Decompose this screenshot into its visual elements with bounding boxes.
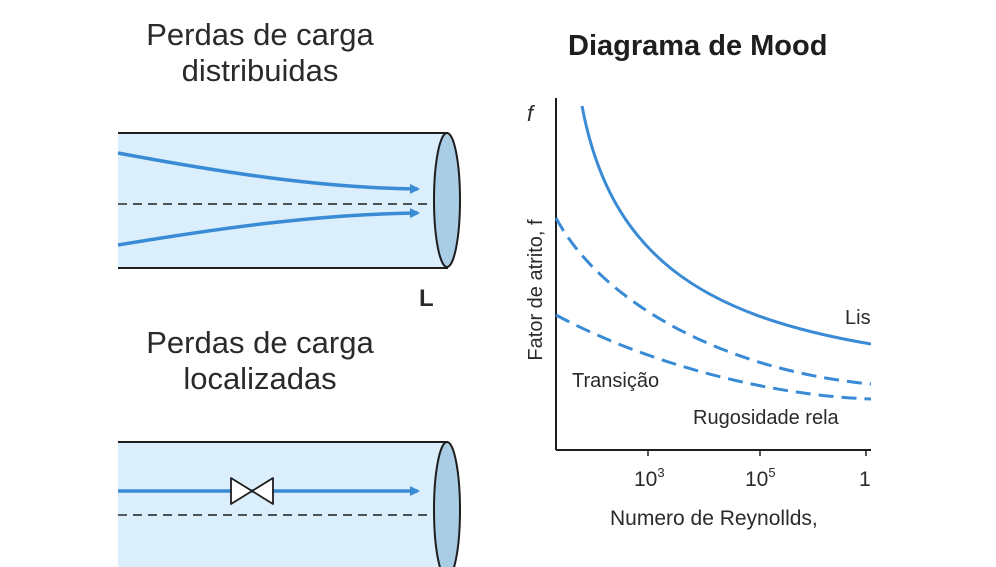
pipe-length-label: L xyxy=(419,285,434,312)
distributed-losses-pipe xyxy=(117,132,461,269)
curves xyxy=(555,105,871,401)
y-axis-symbol: f xyxy=(527,101,536,126)
distributed-losses-title-line2: distribuidas xyxy=(181,53,339,88)
relative-roughness-curve xyxy=(555,313,871,401)
pipe-body xyxy=(118,133,448,268)
pipe-end-cross-section xyxy=(433,441,461,567)
valve-icon xyxy=(230,477,274,505)
moody-diagram-title: Diagrama de Mood xyxy=(568,30,828,62)
x-tick-base: 1 xyxy=(859,468,871,491)
x-tick-label-2: 105 xyxy=(745,465,776,491)
right-crop-mask xyxy=(872,0,996,567)
x-tick-label-1: 103 xyxy=(634,465,665,491)
x-tick-exponent: 3 xyxy=(657,465,664,480)
distributed-losses-title: Perdas de carga distribuidas xyxy=(120,17,400,89)
y-axis-label: Fator de atrito, f xyxy=(525,219,547,361)
localized-losses-title-line2: localizadas xyxy=(183,361,337,396)
transition-curve-label: Transição xyxy=(572,370,659,392)
moody-chart: f Fator de atrito, f Lis Transição Rugos… xyxy=(525,98,871,530)
localized-losses-pipe xyxy=(118,441,461,567)
pipe-end-cross-section xyxy=(433,132,461,268)
flow-streamline-lower xyxy=(117,208,420,247)
pipe-body xyxy=(118,442,448,567)
x-axis-label: Numero de Reynollds, xyxy=(610,507,818,530)
smooth-curve-label: Lis xyxy=(845,307,871,329)
x-tick-label-3: 1 xyxy=(859,468,871,491)
x-tick-exponent: 5 xyxy=(768,465,775,480)
roughness-curve-label: Rugosidade rela xyxy=(693,407,840,429)
x-tick-base: 10 xyxy=(745,468,768,491)
flow-streamline-upper xyxy=(117,151,420,194)
localized-losses-title-line1: Perdas de carga xyxy=(146,325,374,360)
transition-curve xyxy=(555,217,871,386)
smooth-pipe-curve xyxy=(580,105,871,346)
distributed-losses-title-line1: Perdas de carga xyxy=(146,17,374,52)
localized-losses-title: Perdas de carga localizadas xyxy=(120,325,400,397)
x-tick-base: 10 xyxy=(634,468,657,491)
